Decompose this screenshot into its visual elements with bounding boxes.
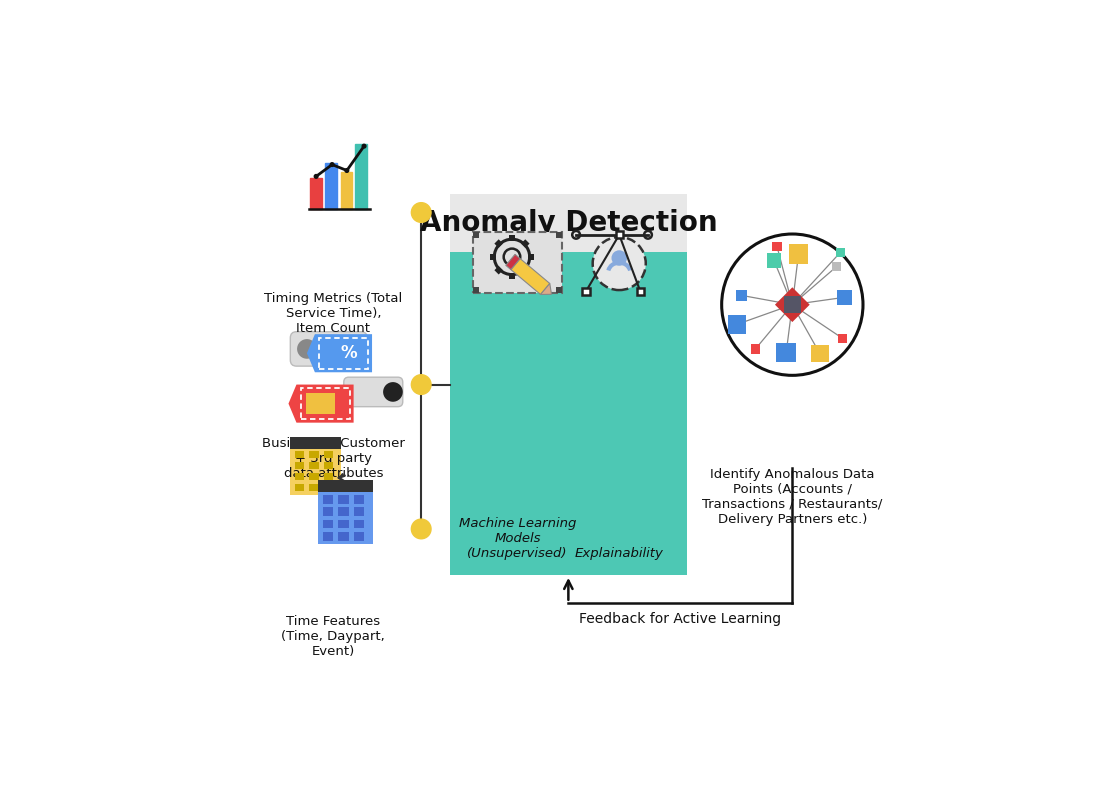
Bar: [296, 484, 305, 492]
Bar: [788, 244, 808, 264]
Bar: [474, 287, 479, 293]
Bar: [751, 344, 761, 354]
Bar: [318, 480, 374, 544]
Bar: [728, 315, 746, 334]
Circle shape: [345, 168, 349, 172]
Bar: [616, 231, 623, 239]
Bar: [474, 232, 562, 293]
Text: Explainability: Explainability: [575, 547, 664, 559]
Bar: [322, 495, 334, 504]
Bar: [322, 532, 334, 540]
Text: Timing Metrics (Total
Service Time),
Item Count: Timing Metrics (Total Service Time), Ite…: [265, 292, 403, 335]
Circle shape: [411, 519, 431, 539]
Bar: [474, 232, 479, 238]
Bar: [322, 519, 334, 528]
Text: Business + Customer
+ 3rd party
data attributes: Business + Customer + 3rd party data att…: [262, 437, 405, 480]
Bar: [310, 178, 321, 209]
Polygon shape: [510, 259, 549, 294]
Bar: [784, 296, 801, 314]
Bar: [324, 462, 332, 469]
Bar: [837, 290, 852, 305]
Polygon shape: [540, 283, 552, 294]
Bar: [838, 334, 847, 343]
Bar: [338, 495, 349, 504]
Bar: [556, 287, 562, 293]
Polygon shape: [506, 255, 520, 270]
Circle shape: [297, 339, 317, 359]
Bar: [736, 290, 747, 301]
Circle shape: [612, 251, 627, 266]
Bar: [354, 508, 364, 516]
Circle shape: [411, 375, 431, 394]
Bar: [290, 437, 340, 495]
Bar: [637, 287, 644, 294]
Bar: [495, 239, 503, 248]
Bar: [354, 532, 364, 540]
Bar: [354, 519, 364, 528]
Bar: [474, 232, 562, 293]
Text: Identify Anomalous Data
Points (Accounts /
Transactions / Restaurants/
Delivery : Identify Anomalous Data Points (Accounts…: [702, 468, 883, 526]
Bar: [776, 343, 796, 362]
Polygon shape: [288, 385, 354, 423]
Bar: [290, 437, 340, 449]
Bar: [528, 254, 534, 260]
Bar: [322, 508, 334, 516]
Circle shape: [593, 237, 646, 290]
Circle shape: [315, 175, 318, 178]
Text: Feedback for Active Learning: Feedback for Active Learning: [579, 612, 782, 626]
Circle shape: [411, 203, 431, 223]
Bar: [338, 508, 349, 516]
Bar: [766, 253, 782, 268]
Bar: [324, 484, 332, 492]
Bar: [296, 462, 305, 469]
Bar: [812, 346, 828, 362]
Circle shape: [363, 144, 366, 148]
Circle shape: [384, 382, 403, 401]
Circle shape: [722, 234, 863, 375]
Bar: [340, 172, 353, 209]
Bar: [306, 393, 335, 414]
Bar: [450, 252, 686, 575]
Bar: [450, 194, 686, 252]
Bar: [338, 532, 349, 540]
Bar: [309, 451, 318, 458]
Polygon shape: [307, 334, 373, 372]
Bar: [324, 451, 332, 458]
Bar: [556, 232, 562, 238]
Text: %: %: [340, 344, 357, 361]
Text: Anomaly Detection: Anomaly Detection: [419, 209, 717, 237]
Bar: [583, 287, 589, 294]
Bar: [490, 254, 496, 260]
Bar: [318, 480, 374, 492]
Bar: [509, 235, 515, 241]
Bar: [296, 451, 305, 458]
Bar: [309, 462, 318, 469]
FancyBboxPatch shape: [290, 332, 367, 366]
Bar: [338, 519, 349, 528]
Bar: [520, 239, 529, 248]
Bar: [520, 266, 529, 275]
Circle shape: [330, 163, 334, 167]
Bar: [835, 248, 845, 257]
Bar: [309, 473, 318, 480]
Bar: [773, 242, 782, 251]
Bar: [832, 262, 841, 271]
FancyBboxPatch shape: [344, 377, 403, 407]
Bar: [775, 287, 810, 322]
Bar: [354, 495, 364, 504]
Text: Machine Learning
Models
(Unsupervised): Machine Learning Models (Unsupervised): [459, 516, 576, 559]
Bar: [324, 473, 332, 480]
Bar: [509, 273, 515, 279]
Bar: [495, 266, 503, 275]
Bar: [326, 163, 337, 209]
Text: Time Features
(Time, Daypart,
Event): Time Features (Time, Daypart, Event): [281, 615, 385, 658]
Bar: [296, 473, 305, 480]
Bar: [355, 144, 367, 209]
Bar: [309, 484, 318, 492]
